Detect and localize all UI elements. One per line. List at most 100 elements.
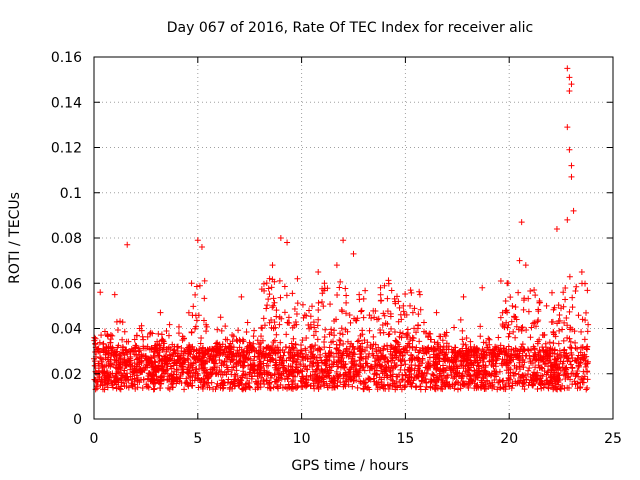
data-point — [273, 331, 280, 338]
data-point — [281, 349, 288, 356]
data-point — [585, 321, 592, 328]
data-point — [250, 357, 257, 364]
data-point — [199, 345, 206, 352]
data-point — [269, 304, 276, 311]
data-point — [397, 366, 404, 373]
data-point — [370, 333, 377, 340]
data-point — [175, 330, 182, 337]
data-point — [400, 308, 407, 315]
data-point — [511, 351, 518, 358]
data-point — [270, 302, 277, 309]
data-point — [124, 351, 131, 358]
data-point-peak — [284, 239, 291, 246]
data-point — [201, 360, 208, 367]
data-point — [486, 351, 493, 358]
data-point — [502, 383, 509, 390]
data-point — [391, 298, 398, 305]
data-point — [207, 352, 214, 359]
data-point — [185, 356, 192, 363]
data-point — [551, 361, 558, 368]
data-point — [518, 327, 525, 334]
data-point — [266, 275, 273, 282]
data-point — [174, 353, 181, 360]
data-point — [534, 385, 541, 392]
data-point — [505, 348, 512, 355]
data-point — [401, 384, 408, 391]
data-point — [107, 345, 114, 352]
data-point — [299, 337, 306, 344]
data-point — [512, 303, 519, 310]
data-point — [397, 329, 404, 336]
data-point — [426, 354, 433, 361]
data-point — [299, 368, 306, 375]
data-point — [523, 327, 530, 334]
data-point — [523, 376, 530, 383]
data-point — [111, 374, 118, 381]
data-point — [440, 356, 447, 363]
data-point — [112, 364, 119, 371]
data-point — [548, 289, 555, 296]
data-point — [239, 338, 246, 345]
data-point — [569, 364, 576, 371]
data-point — [133, 332, 140, 339]
data-point — [303, 335, 310, 342]
data-point — [431, 339, 438, 346]
data-point — [342, 326, 349, 333]
data-point — [101, 370, 108, 377]
data-point — [256, 362, 263, 369]
data-point — [96, 354, 103, 361]
data-point — [556, 311, 563, 318]
data-point — [307, 373, 314, 380]
data-point — [409, 357, 416, 364]
data-point — [277, 294, 284, 301]
data-point — [480, 339, 487, 346]
data-point — [229, 357, 236, 364]
data-point — [530, 369, 537, 376]
data-point — [93, 383, 100, 390]
data-point — [490, 363, 497, 370]
data-point — [218, 327, 225, 334]
data-point — [391, 328, 398, 335]
data-point — [548, 373, 555, 380]
data-point — [513, 365, 520, 372]
data-point — [467, 338, 474, 345]
data-point — [407, 302, 414, 309]
data-point — [113, 351, 120, 358]
data-point — [315, 316, 322, 323]
data-point — [109, 384, 116, 391]
data-point — [347, 319, 354, 326]
data-point — [584, 376, 591, 383]
data-point — [277, 339, 284, 346]
data-point — [330, 377, 337, 384]
data-point — [289, 366, 296, 373]
data-point — [342, 285, 349, 292]
data-point — [177, 354, 184, 361]
data-point — [240, 370, 247, 377]
data-point — [182, 357, 189, 364]
data-point — [443, 364, 450, 371]
data-point — [123, 383, 130, 390]
data-point — [174, 347, 181, 354]
data-point — [512, 313, 519, 320]
data-point — [356, 345, 363, 352]
data-point — [168, 365, 175, 372]
data-point — [584, 343, 591, 350]
data-point — [577, 359, 584, 366]
data-point — [415, 349, 422, 356]
data-point — [366, 327, 373, 334]
data-point — [321, 359, 328, 366]
data-point — [492, 371, 499, 378]
data-point — [415, 311, 422, 318]
data-point — [270, 295, 277, 302]
data-point — [186, 350, 193, 357]
data-point — [503, 346, 510, 353]
data-point — [123, 338, 130, 345]
data-point — [285, 314, 292, 321]
data-point — [309, 343, 316, 350]
data-point — [311, 324, 318, 331]
data-point — [127, 357, 134, 364]
data-point — [419, 374, 426, 381]
data-point — [353, 377, 360, 384]
data-point — [490, 349, 497, 356]
data-points — [91, 65, 592, 393]
